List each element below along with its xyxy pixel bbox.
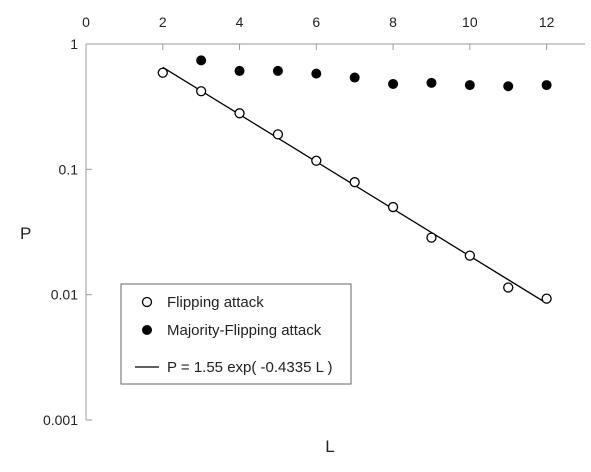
legend-label-fit: P = 1.55 exp( -0.4335 L ) bbox=[167, 359, 333, 376]
x-tick-label: 10 bbox=[462, 14, 478, 30]
flipping-point bbox=[387, 201, 399, 213]
majority-flipping-point bbox=[196, 55, 207, 66]
flipping-point bbox=[272, 129, 284, 140]
legend-open-circle-marker bbox=[141, 296, 153, 308]
x-tick-label: 4 bbox=[236, 14, 244, 30]
plot-frame bbox=[85, 43, 585, 420]
flipping-point bbox=[503, 282, 514, 293]
y-tick-label: 0.001 bbox=[43, 412, 78, 428]
majority-flipping-point bbox=[503, 81, 514, 92]
legend-label-majority: Majority-Flipping attack bbox=[167, 322, 322, 339]
y-tick-label: 0.01 bbox=[51, 287, 78, 303]
flipping-point bbox=[311, 155, 322, 166]
majority-flipping-point bbox=[426, 77, 437, 88]
flipping-point bbox=[196, 86, 207, 97]
flipping-point bbox=[349, 177, 360, 188]
majority-flipping-point bbox=[464, 80, 475, 91]
x-axis: 0 2 4 6 8 10 12 bbox=[82, 14, 555, 50]
flipping-point bbox=[464, 250, 475, 261]
legend: Flipping attack Majority-Flipping attack… bbox=[120, 283, 352, 385]
x-tick-label: 2 bbox=[159, 14, 167, 30]
flipping-point bbox=[234, 108, 245, 119]
flipping-point bbox=[426, 232, 437, 243]
y-axis-title: P bbox=[20, 224, 31, 243]
y-tick-label: 1 bbox=[70, 36, 78, 52]
y-axis: 0.001 0.01 0.1 1 bbox=[43, 36, 92, 428]
legend-label-flipping: Flipping attack bbox=[167, 294, 264, 311]
flipping-point bbox=[157, 67, 168, 78]
majority-flipping-point bbox=[349, 72, 360, 83]
majority-flipping-point bbox=[388, 78, 399, 89]
majority-flipping-point bbox=[272, 65, 283, 76]
legend-box bbox=[120, 283, 352, 385]
data-points bbox=[157, 55, 552, 304]
x-tick-label: 0 bbox=[82, 14, 90, 30]
flipping-point bbox=[541, 293, 552, 304]
majority-flipping-point bbox=[234, 65, 245, 76]
x-tick-label: 8 bbox=[389, 14, 397, 30]
majority-flipping-point bbox=[541, 80, 552, 91]
x-tick-label: 6 bbox=[312, 14, 320, 30]
y-tick-label: 0.1 bbox=[59, 161, 79, 177]
x-tick-label: 12 bbox=[539, 14, 555, 30]
x-axis-title: L bbox=[325, 437, 334, 456]
legend-filled-circle-marker bbox=[142, 325, 152, 335]
majority-flipping-point bbox=[311, 68, 322, 79]
